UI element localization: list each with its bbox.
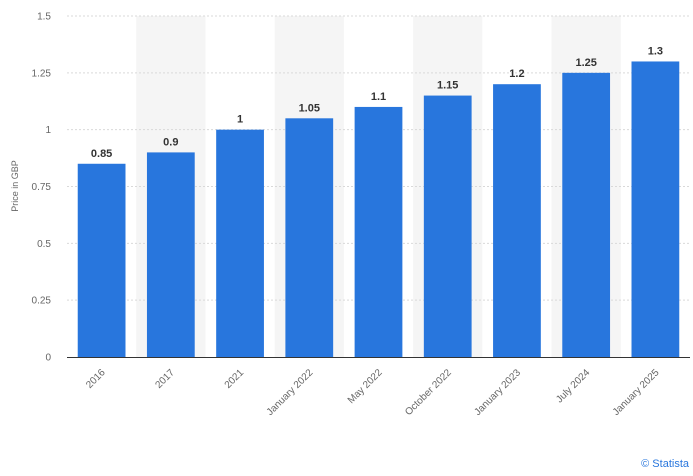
x-tick-label: May 2022: [346, 367, 385, 406]
x-tick-label: January 2025: [611, 367, 662, 418]
data-labels: 0.85 0.9 1 1.05 1.1 1.15 1.2 1.25 1.3: [91, 45, 663, 159]
y-tick-label: 0: [45, 353, 51, 364]
y-tick-label: 0.75: [32, 182, 52, 193]
data-label: 0.9: [163, 136, 178, 148]
bar[interactable]: [146, 152, 195, 357]
x-tick-label: July 2024: [554, 367, 592, 405]
data-label: 0.85: [91, 148, 112, 160]
y-axis-ticks: 0 0.25 0.5 0.75 1 1.25 1.5: [32, 12, 52, 364]
x-tick-label: January 2022: [265, 367, 316, 418]
y-tick-label: 1.5: [37, 12, 51, 23]
x-tick-label: 2021: [223, 367, 247, 391]
y-tick-label: 1.25: [32, 68, 52, 79]
bar[interactable]: [354, 106, 403, 357]
bar[interactable]: [216, 129, 264, 357]
bar[interactable]: [562, 72, 611, 357]
y-tick-label: 1: [45, 125, 51, 136]
data-label: 1: [237, 114, 243, 126]
statista-credit[interactable]: © Statista: [641, 458, 689, 470]
data-label: 1.1: [371, 91, 386, 103]
data-label: 1.25: [575, 57, 596, 69]
data-label: 1.3: [648, 45, 663, 57]
x-tick-label: 2017: [153, 367, 177, 391]
y-tick-label: 0.5: [37, 239, 51, 250]
bar[interactable]: [631, 61, 680, 357]
x-axis-ticks: 2016 2017 2021 January 2022 May 2022 October …: [84, 367, 662, 418]
x-tick-label: January 2023: [472, 367, 523, 418]
bar[interactable]: [493, 84, 541, 357]
bar[interactable]: [423, 95, 472, 358]
x-tick-label: 2016: [84, 367, 108, 391]
bar[interactable]: [77, 163, 126, 357]
bar[interactable]: [285, 118, 334, 357]
bars: [77, 61, 680, 358]
data-label: 1.15: [437, 80, 458, 92]
y-tick-label: 0.25: [32, 296, 52, 307]
y-axis-label: Price in GBP: [10, 160, 20, 212]
data-label: 1.2: [509, 68, 524, 80]
x-tick-label: October 2022: [403, 367, 454, 418]
data-label: 1.05: [299, 102, 320, 114]
